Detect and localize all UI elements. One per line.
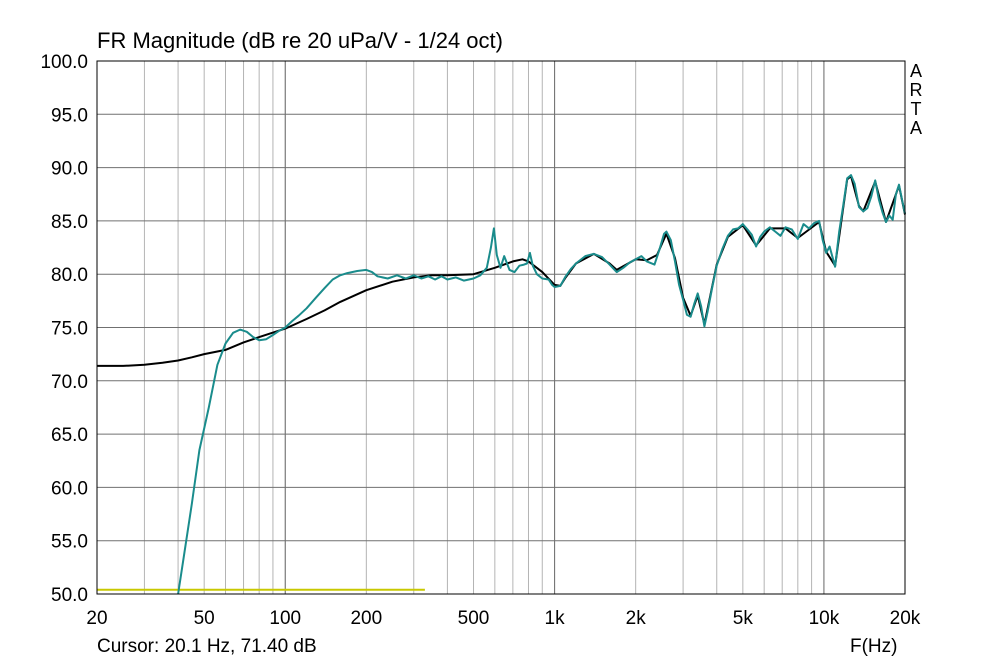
y-tick-label: 85.0	[51, 212, 88, 233]
y-tick-label: 100.0	[40, 52, 88, 73]
x-tick-label: 2k	[626, 608, 647, 629]
x-tick-label: 100	[269, 608, 301, 629]
y-tick-label: 60.0	[51, 478, 88, 499]
plot-frame	[96, 60, 906, 595]
y-tick-label: 55.0	[51, 532, 88, 553]
x-tick-label: 200	[350, 608, 382, 629]
cursor-readout: Cursor: 20.1 Hz, 71.40 dB	[97, 636, 317, 657]
y-tick-label: 50.0	[51, 585, 88, 606]
y-tick-label: 95.0	[51, 105, 88, 126]
brand-letter-t: T	[910, 99, 922, 119]
arta-brand-label: A R T A	[907, 62, 925, 138]
chart-title: FR Magnitude (dB re 20 uPa/V - 1/24 oct)	[97, 28, 503, 53]
brand-letter-a2: A	[909, 118, 922, 138]
brand-letter-a1: A	[909, 61, 922, 81]
brand-letter-r: R	[909, 80, 923, 100]
series-line-1	[97, 175, 906, 367]
x-tick-label: 5k	[733, 608, 754, 629]
y-tick-label: 75.0	[51, 319, 88, 340]
y-tick-label: 70.0	[51, 372, 88, 393]
x-tick-label: 1k	[545, 608, 566, 629]
x-tick-label: 20k	[890, 608, 921, 629]
x-tick-label: 500	[458, 608, 490, 629]
x-tick-label: 10k	[809, 608, 840, 629]
y-tick-label: 65.0	[51, 425, 88, 446]
x-axis-unit-label: F(Hz)	[850, 636, 898, 657]
y-tick-label: 80.0	[51, 265, 88, 286]
series-line-0	[177, 174, 906, 595]
x-tick-label: 50	[194, 608, 215, 629]
y-tick-label: 90.0	[51, 159, 88, 180]
x-tick-label: 20	[86, 608, 107, 629]
